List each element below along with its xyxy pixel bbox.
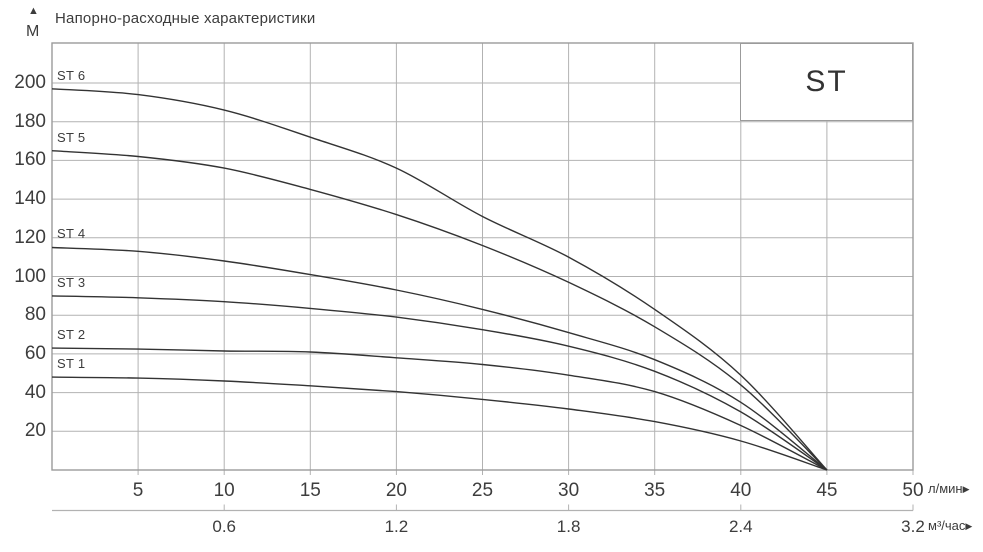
x-tick-label: 10 bbox=[213, 480, 235, 501]
plot-frame bbox=[51, 42, 914, 471]
curve-label-st-3: ST 3 bbox=[57, 274, 86, 290]
curve-st-6 bbox=[51, 88, 828, 471]
curve-label-st-2: ST 2 bbox=[57, 327, 86, 343]
x2-tick-label: 1.2 bbox=[384, 517, 409, 536]
y-tick-label: 40 bbox=[24, 381, 46, 403]
y-tick-label: 200 bbox=[14, 72, 46, 93]
y-tick-label: 160 bbox=[14, 149, 46, 171]
curve-label-st-6: ST 6 bbox=[57, 67, 86, 83]
x2-axis-arrow-icon: ▶ bbox=[965, 521, 973, 531]
legend-box: ST bbox=[740, 43, 913, 121]
x-tick-label: 5 bbox=[132, 480, 144, 501]
x-tick-label: 45 bbox=[816, 480, 838, 501]
x-axis-unit: л/мин▶ bbox=[928, 481, 970, 496]
x-axis-unit-text: л/мин bbox=[928, 481, 963, 496]
x-tick-label: 15 bbox=[299, 480, 321, 501]
x-axis-arrow-icon: ▶ bbox=[962, 484, 970, 494]
x-tick-label: 20 bbox=[385, 480, 407, 501]
y-tick-label: 20 bbox=[24, 420, 46, 442]
x-tick-label: 25 bbox=[471, 480, 494, 501]
y-axis-arrow-icon: ▲ bbox=[28, 5, 39, 17]
curve-st-1 bbox=[51, 376, 828, 471]
curve-st-3 bbox=[51, 295, 828, 471]
x2-axis-unit: м³/час▶ bbox=[928, 518, 972, 533]
curve-st-5 bbox=[51, 150, 828, 471]
chart-title: Напорно-расходные характеристики bbox=[55, 10, 316, 27]
y-tick-label: 60 bbox=[24, 342, 46, 364]
x2-tick-label: 3.2 bbox=[901, 517, 925, 536]
x-tick-label: 40 bbox=[730, 480, 752, 501]
y-tick-label: 180 bbox=[14, 110, 46, 132]
x-tick-label: 35 bbox=[644, 480, 666, 501]
x2-tick-label: 0.6 bbox=[212, 517, 236, 536]
curve-st-2 bbox=[51, 347, 828, 471]
x-tick-label: 30 bbox=[558, 480, 580, 501]
curve-label-st-1: ST 1 bbox=[57, 356, 86, 372]
y-tick-label: 100 bbox=[14, 265, 46, 287]
x2-axis-unit-text: м³/час bbox=[928, 518, 966, 533]
curve-label-st-4: ST 4 bbox=[57, 226, 86, 242]
y-tick-label: 80 bbox=[24, 304, 46, 326]
legend-label: ST bbox=[805, 65, 848, 98]
x-tick-label: 50 bbox=[902, 480, 924, 501]
y-tick-label: 140 bbox=[14, 188, 46, 210]
curve-st-4 bbox=[51, 246, 828, 471]
x2-tick-label: 2.4 bbox=[728, 517, 753, 536]
y-axis-unit: М bbox=[26, 23, 40, 40]
x2-tick-label: 1.8 bbox=[556, 517, 581, 536]
y-tick-label: 120 bbox=[14, 226, 46, 248]
curve-label-st-5: ST 5 bbox=[57, 129, 86, 145]
